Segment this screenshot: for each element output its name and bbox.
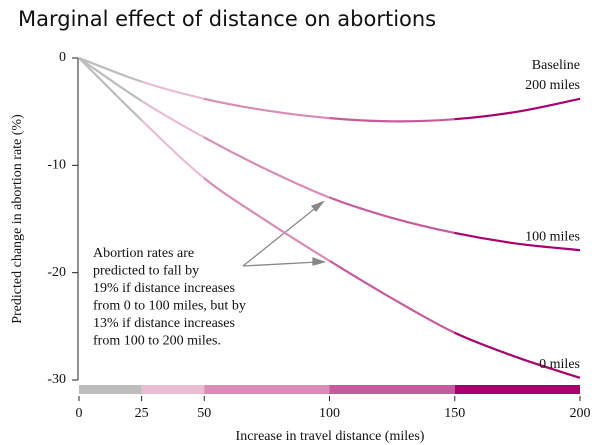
distance-band [141,385,205,394]
series-label: 200 miles [525,78,580,93]
y-tick-label: 0 [59,50,66,65]
arrow-head [310,200,325,213]
series-line [78,57,581,379]
x-tick-label: 50 [197,406,211,421]
y-axis-label: Predicted change in abortion rate (%) [10,114,25,324]
arrow [242,261,319,267]
legend-title: Baseline [532,58,580,73]
series-label: 0 miles [539,357,580,372]
x-tick-label: 150 [444,406,465,421]
chart-title: Marginal effect of distance on abortions [18,7,436,31]
distance-band [454,385,580,394]
series-label: 100 miles [525,229,580,244]
annotation-line: 13% if distance increases [93,316,235,331]
y-tick-label: -20 [47,265,66,280]
distance-band [204,385,330,394]
x-tick-label: 25 [135,406,149,421]
distance-band [329,385,455,394]
x-tick-label: 100 [319,406,340,421]
annotation-line: from 100 to 200 miles. [93,334,221,349]
y-tick-label: -10 [47,158,66,173]
x-axis-label: Increase in travel distance (miles) [236,429,425,444]
distance-band [79,385,142,394]
x-tick-label: 200 [570,406,591,421]
arrow-head [312,257,327,266]
annotation-line: from 0 to 100 miles, but by [93,299,246,314]
annotation-line: 19% if distance increases [93,281,235,296]
arrows [242,200,327,267]
x-tick-label: 0 [76,406,83,421]
annotation-line: Abortion rates are [93,246,194,261]
series-line [78,56,581,123]
y-tick-label: -30 [47,372,66,387]
annotation-line: predicted to fall by [93,264,199,279]
series-line [78,57,581,252]
arrow [242,205,319,267]
